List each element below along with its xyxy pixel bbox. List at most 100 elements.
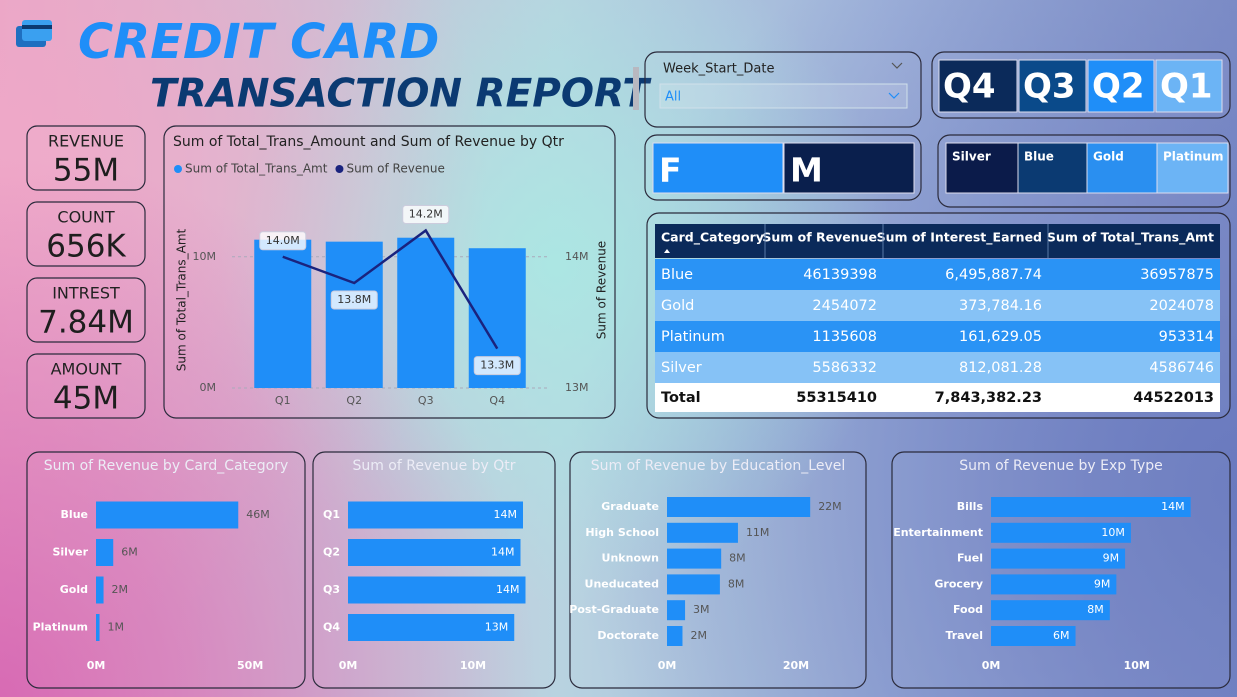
data-label: 11M bbox=[746, 526, 770, 539]
bar bbox=[667, 497, 811, 517]
bar bbox=[991, 548, 1126, 569]
quarter-label: Q1 bbox=[1160, 67, 1213, 107]
table-cell: 36957875 bbox=[1140, 267, 1214, 283]
column-header: Sum of Revenue bbox=[762, 230, 877, 245]
table-cell: 4586746 bbox=[1149, 360, 1214, 376]
bar bbox=[96, 501, 239, 529]
quarter-tile[interactable] bbox=[938, 59, 1018, 113]
quarter-label: Q3 bbox=[1023, 67, 1076, 107]
data-label: 8M bbox=[1087, 603, 1104, 616]
quarter-tile[interactable] bbox=[1155, 59, 1223, 113]
table-cell: Silver bbox=[661, 360, 702, 376]
category-label: Silver bbox=[52, 546, 88, 559]
gender-label: M bbox=[790, 151, 823, 190]
bar bbox=[667, 600, 686, 621]
data-label-box bbox=[259, 231, 307, 251]
data-label: 9M bbox=[1103, 552, 1120, 565]
bar bbox=[348, 539, 521, 566]
category-label: Q2 bbox=[323, 546, 340, 559]
card-tile[interactable] bbox=[1156, 142, 1229, 194]
column-header: Card_Category bbox=[661, 230, 764, 246]
table-row bbox=[655, 290, 1220, 321]
dropdown-value: All bbox=[665, 90, 681, 105]
quarter-tile[interactable] bbox=[1018, 59, 1087, 113]
bar bbox=[991, 522, 1131, 543]
card-tile[interactable] bbox=[1017, 142, 1088, 194]
category-label: Travel bbox=[945, 629, 983, 642]
table-total-cell: 55315410 bbox=[796, 390, 877, 406]
data-label: 46M bbox=[246, 508, 270, 521]
x-tick-label: 50M bbox=[237, 659, 263, 672]
column-header: Sum of Total_Trans_Amt bbox=[1047, 230, 1214, 246]
kpi-value: 656K bbox=[46, 229, 126, 265]
bar bbox=[325, 241, 383, 388]
table-total-cell: 44522013 bbox=[1133, 390, 1214, 406]
data-label: 2M bbox=[690, 629, 707, 642]
data-label: 1M bbox=[108, 621, 125, 634]
data-label: 13.3M bbox=[480, 359, 514, 372]
quarter-label: Q4 bbox=[943, 67, 996, 107]
data-label: 2M bbox=[112, 583, 129, 596]
bar bbox=[348, 576, 526, 604]
data-label-box bbox=[330, 290, 378, 310]
report-subtitle: TRANSACTION REPORT bbox=[150, 72, 652, 117]
x-tick-label: 0M bbox=[982, 659, 1001, 672]
data-label: 14M bbox=[491, 546, 515, 559]
table-cell: 1135608 bbox=[812, 329, 877, 345]
chart-title: Sum of Revenue by Education_Level bbox=[591, 458, 846, 474]
kpi-label: AMOUNT bbox=[51, 360, 122, 379]
gender-tile[interactable] bbox=[783, 142, 915, 194]
category-label: Post-Graduate bbox=[569, 603, 659, 616]
bar bbox=[96, 614, 100, 641]
data-label: 14M bbox=[494, 508, 518, 521]
data-label: 14.2M bbox=[409, 208, 443, 221]
table-cell: 2454072 bbox=[812, 298, 877, 314]
table-cell: 953314 bbox=[1159, 329, 1214, 345]
table-cell: 812,081.28 bbox=[959, 360, 1042, 376]
kpi-label: INTREST bbox=[52, 284, 120, 303]
data-label: 22M bbox=[818, 500, 842, 513]
kpi-value: 7.84M bbox=[38, 305, 134, 341]
table-cell: 46139398 bbox=[803, 267, 877, 283]
quarter-label: Q2 bbox=[1092, 67, 1145, 107]
kpi-card bbox=[26, 201, 146, 267]
category-label: Fuel bbox=[957, 552, 983, 565]
x-tick-label: 0M bbox=[87, 659, 106, 672]
bar bbox=[397, 237, 455, 388]
x-tick-label: Q3 bbox=[418, 394, 434, 407]
legend-marker bbox=[174, 165, 182, 173]
divider bbox=[633, 67, 639, 110]
x-tick-label: 10M bbox=[460, 659, 486, 672]
chart-title: Sum of Revenue by Exp Type bbox=[959, 458, 1162, 474]
y-axis-title: Sum of Total_Trans_Amt bbox=[175, 228, 189, 371]
bar bbox=[667, 522, 738, 543]
table-cell: Platinum bbox=[661, 329, 725, 345]
sort-arrow bbox=[664, 249, 670, 253]
bar bbox=[667, 626, 683, 646]
data-label: 8M bbox=[729, 552, 746, 565]
card-tile[interactable] bbox=[1086, 142, 1158, 194]
dropdown[interactable] bbox=[659, 83, 908, 109]
report-title: CREDIT CARD bbox=[78, 14, 439, 70]
table-cell: 5586332 bbox=[812, 360, 877, 376]
kpi-label: COUNT bbox=[57, 208, 114, 227]
chart-panel bbox=[26, 451, 306, 689]
category-label: Grocery bbox=[934, 577, 983, 590]
y2-tick-label: 13M bbox=[565, 381, 589, 394]
legend-label: Sum of Revenue bbox=[346, 162, 444, 176]
table-row bbox=[655, 259, 1220, 290]
y2-tick-label: 14M bbox=[565, 250, 589, 263]
bar bbox=[991, 626, 1076, 646]
category-label: Food bbox=[953, 603, 983, 616]
table-cell: Gold bbox=[661, 298, 694, 314]
card-tile[interactable] bbox=[945, 142, 1019, 194]
quarter-tile[interactable] bbox=[1087, 59, 1155, 113]
table-total-cell: 7,843,382.23 bbox=[935, 390, 1042, 406]
chevron bbox=[891, 62, 903, 69]
kpi-value: 45M bbox=[53, 381, 119, 417]
table-cell: Blue bbox=[661, 267, 693, 283]
card-label: Gold bbox=[1093, 150, 1124, 164]
data-label: 8M bbox=[728, 577, 745, 590]
gender-tile[interactable] bbox=[652, 142, 784, 194]
